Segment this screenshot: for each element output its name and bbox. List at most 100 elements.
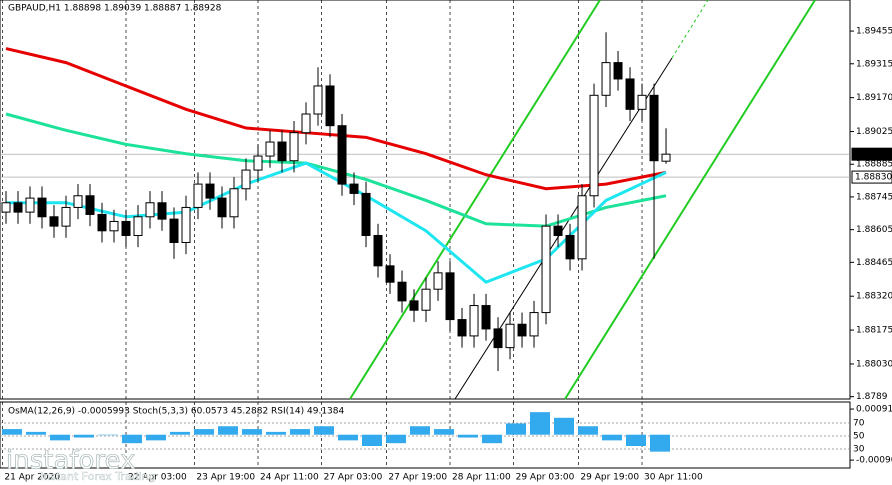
candle-body [337, 125, 347, 185]
osma-bar [602, 434, 622, 441]
osma-bar [50, 434, 70, 441]
candle-body [517, 323, 527, 337]
candle-body [13, 202, 23, 213]
candle-body [649, 94, 659, 162]
moving-average [5, 47, 667, 191]
candle-body [541, 225, 551, 314]
osma-bar [194, 429, 214, 435]
candle-body [637, 94, 647, 110]
channel-line [349, 0, 601, 400]
candle-body [589, 94, 599, 197]
candle-body [313, 85, 323, 115]
y-tick-label: 1.88745 [856, 192, 892, 202]
candle-body [445, 272, 455, 321]
osma-bar [482, 434, 502, 444]
y-tick-label: 1.88030 [856, 359, 892, 369]
candle-body [49, 216, 59, 227]
candle-body [625, 78, 635, 110]
candle-body [433, 272, 443, 290]
candle-body [409, 300, 419, 311]
y-tick-label: 1.88175 [856, 326, 892, 336]
osma-bar [626, 434, 646, 446]
candle-body [361, 192, 371, 236]
osma-bar [122, 434, 142, 444]
candle-body [289, 132, 299, 162]
candle-body [205, 183, 215, 199]
candle-body [73, 195, 83, 208]
candle-body [505, 323, 515, 349]
trend-line [454, 57, 673, 400]
osma-bar [26, 431, 46, 435]
y-tick-label: 1.88885 [856, 160, 892, 170]
candle-body [493, 328, 503, 349]
candle-body [25, 197, 35, 213]
x-tick-label: 24 Apr 11:00 [260, 473, 319, 483]
x-tick-label: 29 Apr 03:00 [516, 473, 575, 483]
candle-body [373, 234, 383, 267]
osma-bar [266, 431, 286, 435]
channel-line [564, 0, 816, 400]
osma-bar [218, 426, 238, 435]
candle-body [601, 62, 611, 96]
candle-body [265, 141, 275, 157]
moving-average [6, 161, 667, 284]
candle-body [157, 202, 167, 220]
candle-body [217, 197, 227, 218]
candle-body [253, 155, 263, 171]
osma-bar [458, 434, 478, 438]
osma-bar [530, 412, 550, 435]
indicator-level-label: 50 [853, 432, 865, 442]
osma-bar [98, 434, 118, 436]
candle-body [577, 195, 587, 260]
candle-body [133, 216, 143, 236]
candle-body [193, 183, 203, 208]
candle-body [301, 113, 311, 134]
candle-body [241, 169, 251, 190]
osma-bar [506, 423, 526, 435]
y-tick-label: 1.89315 [856, 59, 892, 69]
x-tick-label: 28 Apr 11:00 [452, 473, 511, 483]
x-tick-label: 22 Apr 03:00 [128, 473, 187, 483]
candle-body [481, 305, 491, 330]
candle-body [229, 188, 239, 218]
moving-average [5, 112, 667, 228]
candle-body [529, 312, 539, 337]
osma-bar [314, 426, 334, 435]
price-box [851, 147, 892, 161]
trend-extension [671, 0, 709, 59]
watermark-subtitle: Instant Forex Trading [40, 470, 156, 483]
x-tick-label: 29 Apr 19:00 [580, 473, 639, 483]
price-label: 1.88830 [855, 173, 892, 183]
x-tick-label: 30 Apr 11:00 [644, 473, 703, 483]
candle-body [421, 288, 431, 311]
candle-body [85, 195, 95, 215]
osma-bar [410, 426, 430, 435]
candle-body [1, 202, 11, 213]
x-tick-label: 27 Apr 19:00 [388, 473, 447, 483]
osma-bar [74, 434, 94, 438]
osma-bar [2, 429, 22, 435]
candle-body [37, 197, 47, 218]
osma-bar [338, 434, 358, 441]
y-tick-label: 1.8789 [856, 392, 888, 402]
x-tick-label: 23 Apr 19:00 [196, 473, 255, 483]
channel-lines [349, 0, 816, 400]
osma-bar [362, 434, 382, 446]
candle-body [397, 281, 407, 302]
candle-body [469, 305, 479, 337]
candle-body [457, 319, 467, 337]
chart-title: GBPAUD,H1 1.88898 1.89039 1.88887 1.8892… [8, 4, 222, 14]
candle-body [553, 225, 563, 236]
osma-bar [434, 429, 454, 435]
candle-body [181, 206, 191, 243]
indicator-tick-label: 0.000910 [856, 405, 892, 415]
candle-body [277, 141, 287, 162]
osma-bar [650, 434, 670, 452]
osma-bar [386, 434, 406, 444]
x-tick-label: 21 Apr 2020 [4, 473, 60, 483]
candle-body [349, 183, 359, 194]
candle-body [613, 62, 623, 80]
indicator-level-label: 30 [853, 445, 865, 455]
y-tick-label: 1.89455 [856, 27, 892, 37]
